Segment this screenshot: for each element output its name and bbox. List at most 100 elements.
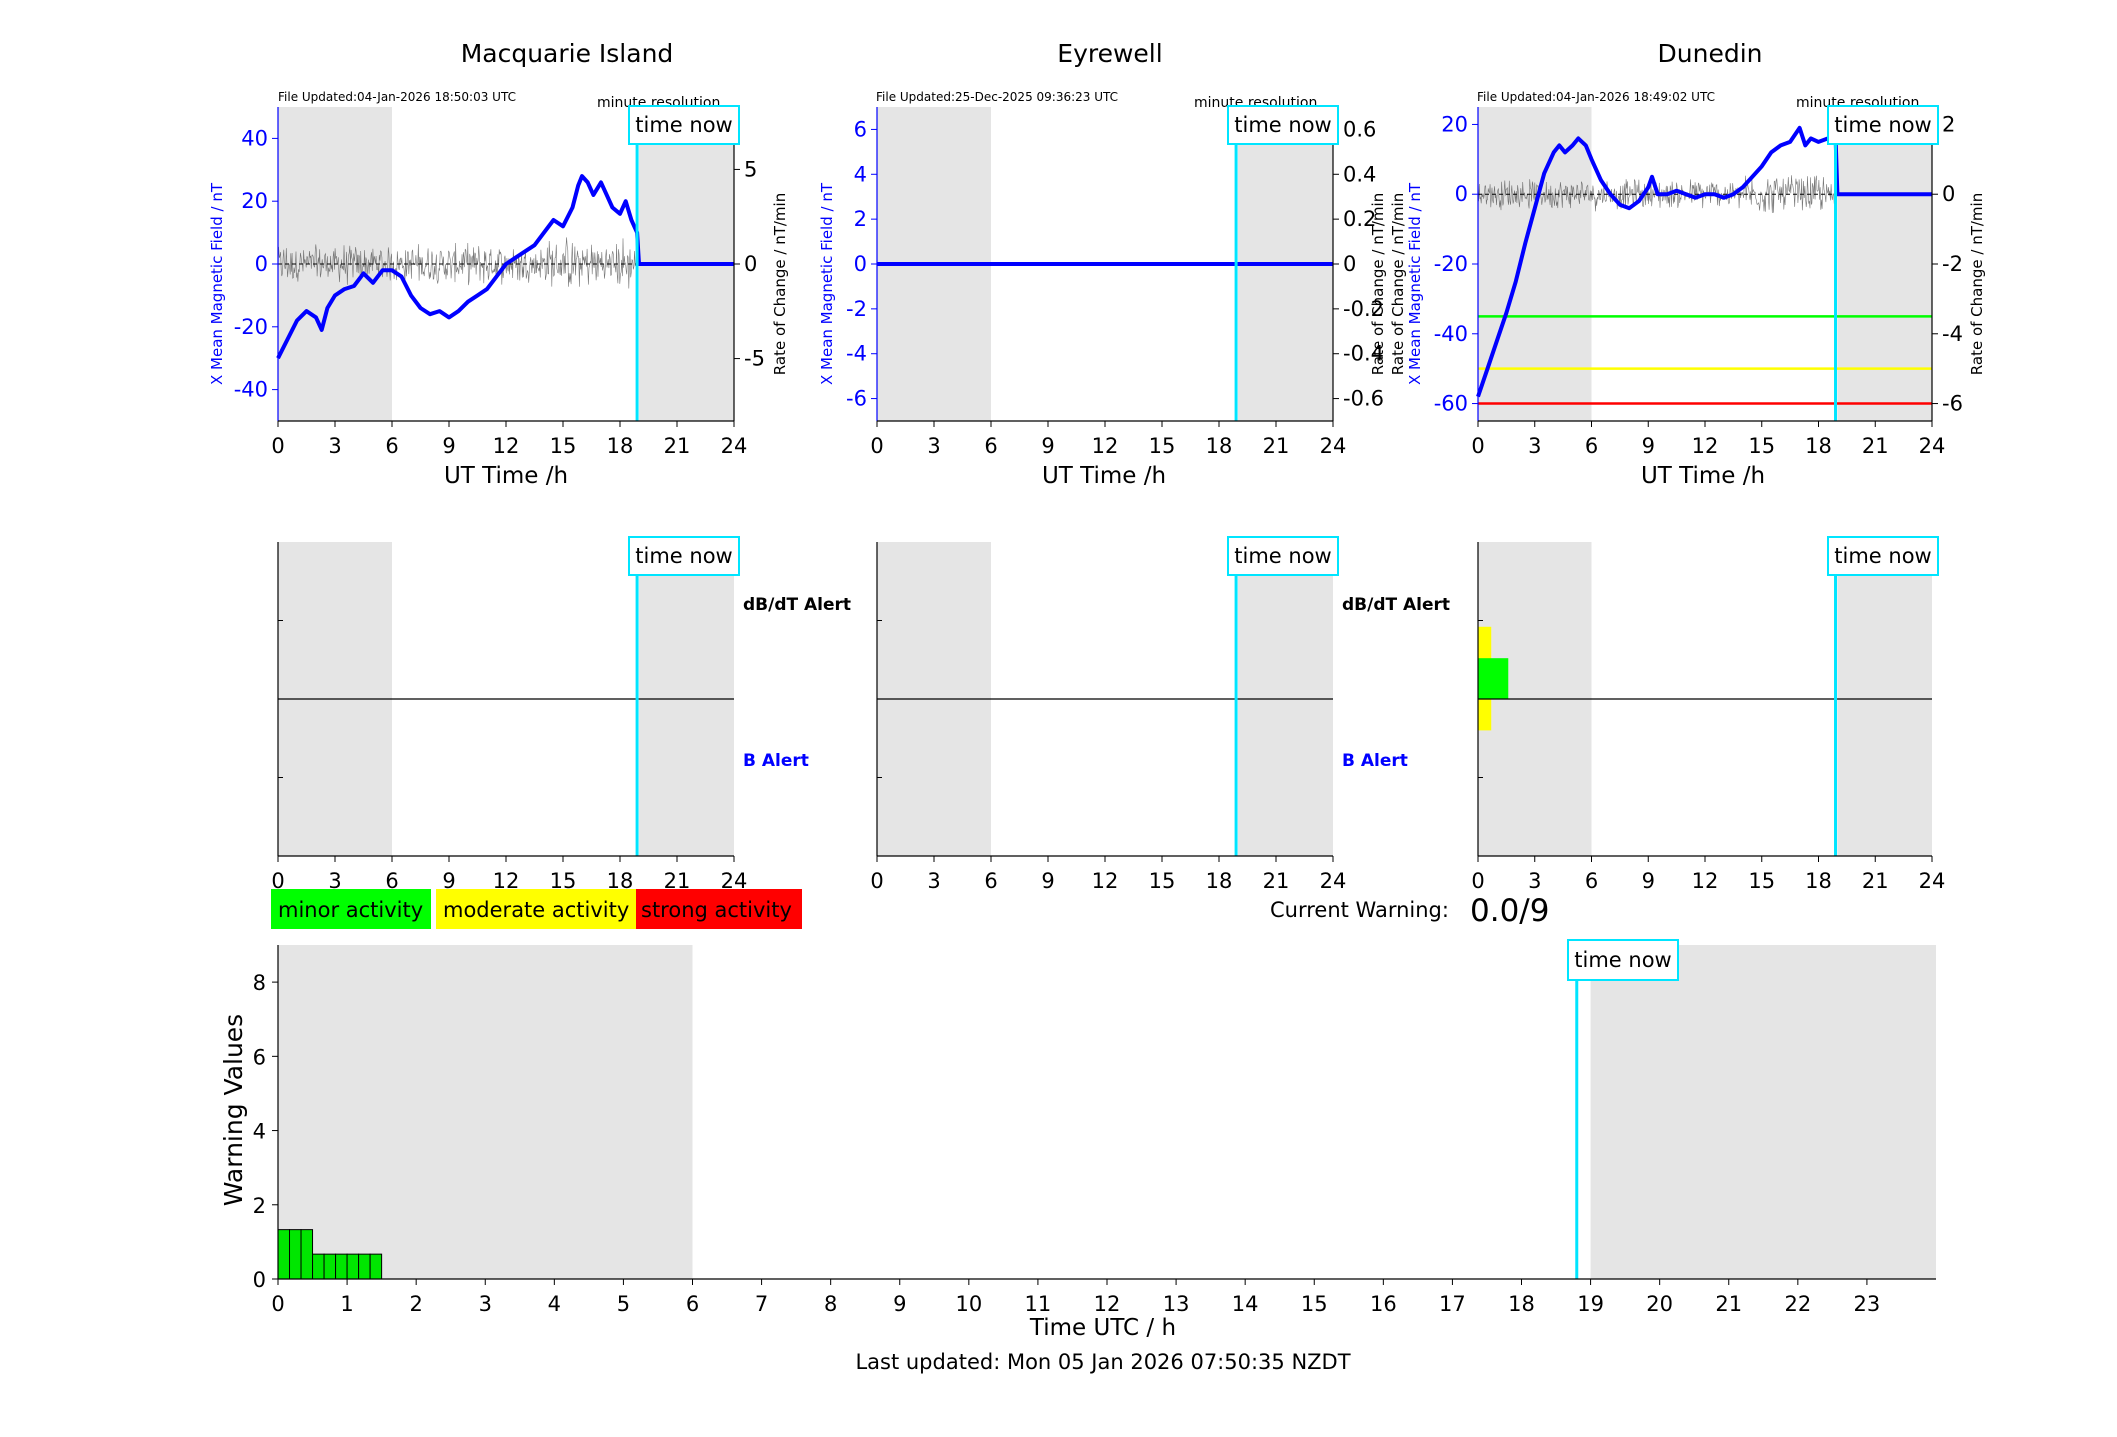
- dunedin-alert-time-now-box: [1827, 536, 1939, 576]
- dunedin-alert-x-tick-label: 9: [1642, 869, 1655, 893]
- dunedin-time-now-box: [1827, 105, 1939, 145]
- legend-moderate-swatch: [436, 889, 636, 929]
- warning-y-label: Warning Values: [219, 1014, 248, 1206]
- warning-x-tick-label: 11: [1025, 1292, 1052, 1316]
- warning-x-tick-label: 19: [1577, 1292, 1604, 1316]
- dunedin-alert-x-tick-label: 21: [1862, 869, 1889, 893]
- macquarie-time-now-box: [628, 105, 740, 145]
- eyrewell-y-right-tick-label: 0.4: [1343, 162, 1376, 186]
- warning-x-tick-label: 13: [1163, 1292, 1190, 1316]
- warning-y-tick-label: 4: [253, 1120, 266, 1144]
- eyrewell-y-left-label: X Mean Magnetic Field / nT: [818, 182, 836, 385]
- warning-bar: [323, 1253, 337, 1280]
- macquarie-alert-x-tick-label: 6: [385, 869, 398, 893]
- dunedin-x-tick-label: 15: [1748, 434, 1775, 458]
- dunedin-x-tick-label: 18: [1805, 434, 1832, 458]
- eyrewell-alert-time-now-label: time now: [1234, 544, 1331, 568]
- eyrewell-y-right-label: Rate of Change / nT/min: [1369, 193, 1387, 375]
- macquarie-x-tick-label: 9: [442, 434, 455, 458]
- dunedin-y-right-tick-label: 2: [1942, 112, 1955, 136]
- eyrewell-y-left-tick-label: 6: [854, 117, 867, 141]
- dunedin-alert-x-tick-label: 6: [1585, 869, 1598, 893]
- macquarie-rate-trace: [277, 237, 638, 289]
- dunedin-night-shade: [1837, 107, 1932, 421]
- dunedin-alert-x-tick-label: 3: [1528, 869, 1541, 893]
- macquarie-y-left-tick-label: 40: [241, 126, 268, 150]
- eyrewell-y-left-tick-label: 4: [854, 162, 867, 186]
- macquarie-y-left-tick-label: 20: [241, 189, 268, 213]
- dunedin-x-tick-label: 12: [1692, 434, 1719, 458]
- eyrewell-alert-x-tick-label: 6: [984, 869, 997, 893]
- warning-bar: [312, 1253, 325, 1280]
- warning-x-tick-label: 3: [479, 1292, 492, 1316]
- warning-x-tick-label: 17: [1439, 1292, 1466, 1316]
- macquarie-y-left-tick-label: -20: [234, 315, 268, 339]
- legend-moderate-label: moderate activity: [443, 898, 629, 922]
- warning-x-tick-label: 21: [1715, 1292, 1742, 1316]
- eyrewell-time-now-box: [1227, 105, 1339, 145]
- eyrewell-alert-x-tick-label: 3: [927, 869, 940, 893]
- warning-x-tick-label: 4: [548, 1292, 561, 1316]
- warning-x-tick-label: 23: [1854, 1292, 1881, 1316]
- macquarie-alert-x-tick-label: 9: [442, 869, 455, 893]
- dunedin-field-line: [1476, 125, 1932, 398]
- dunedin-x-label: UT Time /h: [1641, 463, 1765, 489]
- alert-panels: 0 3 6 9 12 15 18 21 24 0 3 6 9 12 15 18 21 24 0 3 6 9 12 15 18 21…: [271, 542, 1945, 893]
- eyrewell-dbdt-alert-label: dB/dT Alert: [1342, 595, 1450, 615]
- macquarie-y-left-label: X Mean Magnetic Field / nT: [208, 182, 226, 385]
- warning-x-tick-label: 12: [1094, 1292, 1121, 1316]
- warning-y-tick-label: 0: [253, 1268, 266, 1292]
- warning-x-tick-label: 20: [1646, 1292, 1673, 1316]
- macquarie-y-left-tick-label: 0: [255, 252, 268, 276]
- warning-y-tick-label: 6: [253, 1045, 266, 1069]
- macquarie-x-tick-label: 12: [493, 434, 520, 458]
- warning-bar: [289, 1229, 302, 1280]
- eyrewell-title: Eyrewell: [1057, 39, 1162, 68]
- warning-values-chart: 0 1 2 3 4 5 6 7 8 9 10 11 12 13 14 15 16 17 18 19 20 21 22 2302…: [219, 939, 1936, 1341]
- macquarie-alert-x-tick-label: 0: [271, 869, 284, 893]
- warning-x-label: Time UTC / h: [1029, 1315, 1176, 1341]
- activity-legend: minor activity moderate activity strong …: [271, 889, 802, 929]
- warning-x-tick-label: 1: [340, 1292, 353, 1316]
- current-warning-value: 0.0/9: [1470, 893, 1549, 929]
- macquarie-title: Macquarie Island: [461, 39, 674, 68]
- macquarie-alert-time-now-box: [628, 536, 740, 576]
- warning-x-tick-label: 16: [1370, 1292, 1397, 1316]
- eyrewell-y-left-tick-label: 2: [854, 207, 867, 231]
- dunedin-x-tick-label: 3: [1528, 434, 1541, 458]
- legend-strong-label: strong activity: [641, 898, 792, 922]
- dunedin-rate-left-label: Rate of Change / nT/min: [1389, 193, 1407, 375]
- warning-night-shade: [1590, 945, 1936, 1279]
- macquarie-field-line: [276, 174, 734, 360]
- dunedin-x-tick-label: 6: [1585, 434, 1598, 458]
- dunedin-y-left-tick-label: 20: [1441, 112, 1468, 136]
- macquarie-x-tick-label: 24: [721, 434, 748, 458]
- dunedin-title: Dunedin: [1658, 39, 1763, 68]
- macquarie-b-alert-label: B Alert: [743, 751, 809, 771]
- warning-bar: [277, 1229, 291, 1280]
- eyrewell-alert-x-tick-label: 0: [870, 869, 883, 893]
- eyrewell-x-tick-label: 6: [984, 434, 997, 458]
- macquarie-field-panel: Macquarie Island File Updated:04-Jan-202…: [208, 39, 789, 489]
- eyrewell-alert-x-tick-label: 12: [1092, 869, 1119, 893]
- eyrewell-x-tick-label: 21: [1263, 434, 1290, 458]
- eyrewell-x-tick-label: 12: [1092, 434, 1119, 458]
- eyrewell-time-now-label: time now: [1234, 113, 1331, 137]
- last-updated-text: Last updated: Mon 05 Jan 2026 07:50:35 N…: [855, 1350, 1350, 1374]
- eyrewell-x-tick-label: 9: [1041, 434, 1054, 458]
- dunedin-time-now-label: time now: [1834, 113, 1931, 137]
- warning-bar: [335, 1253, 348, 1280]
- warning-x-tick-label: 7: [755, 1292, 768, 1316]
- eyrewell-x-tick-label: 3: [927, 434, 940, 458]
- warning-bar: [369, 1253, 383, 1280]
- dunedin-alert-time-now-label: time now: [1834, 544, 1931, 568]
- warning-x-tick-label: 0: [271, 1292, 284, 1316]
- macquarie-time-now-label: time now: [635, 113, 732, 137]
- eyrewell-y-right-tick-label: -0.2: [1343, 297, 1384, 321]
- eyrewell-x-label: UT Time /h: [1042, 463, 1166, 489]
- eyrewell-alert-x-tick-label: 21: [1263, 869, 1290, 893]
- dunedin-y-right-tick-label: -4: [1942, 322, 1963, 346]
- dunedin-x-tick-label: 0: [1471, 434, 1484, 458]
- warning-x-tick-label: 9: [893, 1292, 906, 1316]
